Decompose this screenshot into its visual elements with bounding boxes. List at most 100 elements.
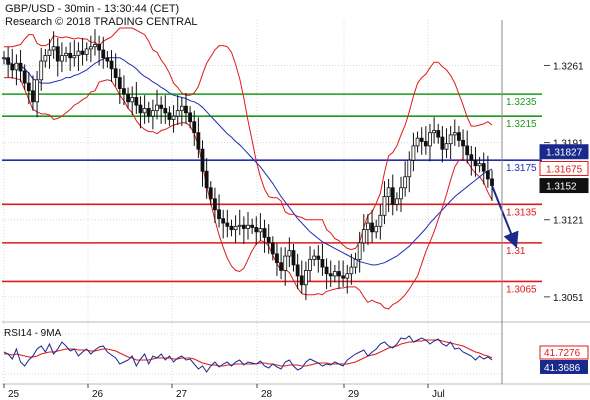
candle — [138, 96, 143, 129]
candle — [432, 117, 437, 144]
candle — [469, 145, 474, 176]
candle-body — [122, 88, 126, 95]
candle — [440, 126, 445, 163]
candle-body — [233, 225, 238, 231]
candle — [287, 237, 292, 268]
candle — [411, 132, 416, 172]
candle — [370, 209, 374, 243]
candle — [428, 123, 432, 162]
candle-body — [436, 130, 441, 138]
candle — [283, 247, 288, 286]
candle-body — [473, 159, 478, 167]
candle-body — [237, 224, 242, 227]
bollinger-lower — [4, 77, 493, 310]
candle — [204, 158, 209, 199]
candle — [349, 253, 354, 285]
moving-average — [3, 57, 493, 266]
candle — [208, 181, 213, 206]
candle — [72, 40, 77, 67]
x-tick-label: 26 — [92, 389, 104, 400]
candle — [461, 129, 465, 160]
x-tick-label: Jul — [432, 389, 445, 400]
candle-body — [105, 57, 110, 62]
candle — [126, 87, 130, 109]
candle-body — [43, 55, 48, 62]
axes: 1.3261 1.3191 1.3121 1.3051 25 26 27 28 29 Jul — [3, 20, 584, 400]
candle — [345, 264, 350, 294]
candle-body — [167, 112, 172, 120]
projection-arrow — [491, 185, 519, 249]
candle — [357, 231, 362, 273]
candle-body — [84, 48, 89, 55]
candle — [167, 106, 172, 127]
candle-body — [432, 130, 437, 134]
candle-body — [403, 176, 408, 189]
candle-body — [490, 178, 494, 186]
y-tick-label: 1.3191 — [553, 139, 584, 150]
candle-body — [163, 108, 168, 114]
candle — [43, 48, 48, 68]
candle — [47, 39, 52, 69]
candle — [452, 119, 457, 146]
candle-body — [72, 55, 77, 59]
candle-body — [134, 97, 139, 106]
candle-body — [266, 236, 271, 244]
candle — [341, 260, 346, 287]
candle-body — [394, 198, 399, 205]
candle-body — [312, 255, 317, 260]
candle-body — [126, 93, 130, 103]
candle-body — [287, 250, 292, 257]
x-tick-label: 25 — [8, 389, 20, 400]
candle-body — [142, 108, 147, 114]
candle — [130, 86, 135, 116]
candle-body — [117, 77, 122, 90]
candle-body — [2, 57, 6, 60]
candle-body — [31, 90, 35, 103]
candle — [150, 99, 155, 130]
candle — [68, 42, 73, 71]
candle — [184, 93, 188, 124]
candle — [6, 46, 11, 78]
candle — [382, 181, 387, 225]
rsi-ma-tag — [539, 345, 589, 360]
candle-body — [345, 273, 350, 279]
candle-body — [204, 170, 209, 189]
candle — [386, 178, 391, 213]
candle — [101, 36, 106, 69]
candle-body — [423, 141, 428, 147]
candle — [134, 81, 139, 114]
candle — [262, 219, 267, 253]
candle-body — [241, 224, 246, 229]
rsi-value: 41.3686 — [544, 363, 581, 374]
candle — [403, 161, 408, 197]
candle-body — [200, 148, 205, 172]
candle — [225, 209, 230, 238]
candle — [80, 37, 85, 66]
candle-body — [97, 44, 102, 51]
candle-body — [10, 63, 15, 71]
candle — [122, 75, 126, 106]
candle — [213, 187, 217, 224]
candle-body — [461, 139, 465, 147]
candle — [159, 96, 164, 124]
candle-body — [109, 60, 114, 70]
candle — [59, 42, 64, 73]
candle-body — [225, 222, 230, 227]
candle-body — [390, 187, 395, 205]
candle — [332, 264, 337, 283]
candle — [477, 156, 482, 173]
candle — [473, 147, 478, 177]
candle — [316, 245, 321, 273]
candle — [217, 194, 221, 228]
candle-body — [22, 70, 27, 84]
candle-body — [270, 242, 275, 255]
candle-body — [382, 196, 387, 216]
candle — [399, 176, 403, 213]
rsi-line — [3, 335, 493, 373]
candle — [246, 212, 250, 240]
candle-body — [196, 132, 201, 150]
candle — [337, 260, 341, 290]
candle-body — [159, 104, 164, 109]
candle-body — [221, 218, 226, 224]
